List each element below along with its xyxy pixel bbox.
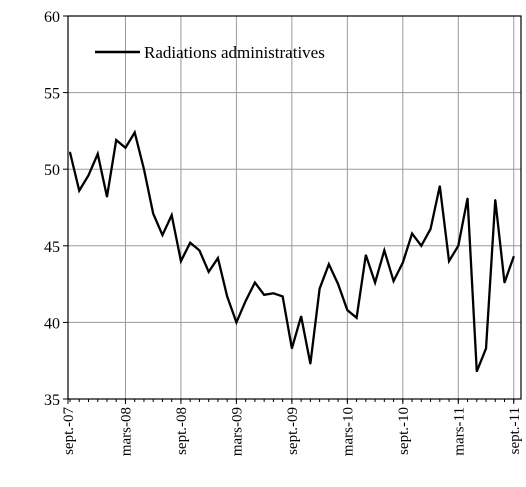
data-point: [309, 362, 312, 365]
data-point: [291, 347, 293, 350]
data-point: [392, 280, 395, 282]
data-point: [411, 232, 413, 235]
data-point: [383, 249, 386, 252]
data-point: [133, 131, 136, 134]
data-point: [485, 347, 487, 350]
x-tick-label: sept.-11: [507, 407, 523, 454]
data-point: [143, 168, 145, 170]
data-point: [281, 295, 284, 298]
data-point: [318, 287, 321, 290]
data-point: [124, 146, 127, 149]
legend: Radiations administratives: [95, 43, 325, 62]
y-tick-label: 50: [44, 162, 60, 179]
data-point: [207, 271, 210, 273]
data-point: [78, 189, 81, 192]
data-point: [337, 283, 339, 285]
data-point: [494, 199, 497, 201]
data-point: [96, 153, 99, 155]
legend-label: Radiations administratives: [144, 43, 325, 62]
data-point: [244, 300, 247, 302]
data-point: [161, 234, 164, 236]
data-point: [69, 151, 71, 154]
x-tick-label: sept.-10: [396, 407, 412, 455]
x-tick-label: mars-11: [451, 407, 467, 456]
x-tick-label: mars-08: [118, 407, 134, 456]
axis-layer: 35 40 45 50 55 60 sept.-07 mars-08 sept.-08 mars-…: [44, 9, 523, 456]
data-point: [429, 228, 432, 230]
data-point: [503, 281, 506, 284]
data-point: [198, 249, 201, 252]
x-tick-label: sept.-07: [61, 407, 77, 455]
x-tick-label: sept.-08: [174, 407, 190, 455]
data-point: [170, 214, 173, 216]
data-point: [263, 294, 265, 296]
data-point: [115, 139, 118, 141]
data-point: [300, 315, 302, 318]
y-tick-label: 55: [44, 86, 60, 103]
data-point: [346, 309, 349, 311]
data-point: [512, 255, 515, 258]
data-point: [272, 292, 275, 295]
data-point: [106, 195, 108, 198]
data-point: [355, 317, 358, 319]
data-point: [402, 261, 404, 264]
data-point: [152, 212, 155, 215]
y-tick-label: 60: [44, 9, 60, 26]
data-point: [217, 257, 219, 259]
data-point: [448, 260, 450, 262]
data-point: [374, 281, 376, 284]
y-tick-label: 40: [44, 315, 60, 332]
data-point: [328, 263, 330, 265]
data-point: [226, 295, 228, 298]
data-point: [254, 281, 256, 284]
plot-frame: [67, 15, 522, 400]
data-point: [365, 254, 367, 256]
data-point: [438, 185, 441, 187]
data-point: [466, 197, 469, 200]
data-point: [87, 174, 90, 177]
data-point: [420, 245, 423, 247]
data-point: [235, 321, 238, 324]
series-layer: [68, 129, 515, 373]
data-point: [180, 260, 182, 262]
x-tick-label: mars-10: [340, 407, 356, 456]
data-point: [189, 241, 191, 244]
x-tick-label: sept.-09: [285, 407, 301, 455]
x-tick-label: mars-09: [229, 407, 245, 456]
data-point: [457, 245, 460, 247]
y-tick-label: 35: [44, 392, 60, 409]
y-tick-label: 45: [44, 239, 60, 256]
data-point: [475, 370, 478, 373]
